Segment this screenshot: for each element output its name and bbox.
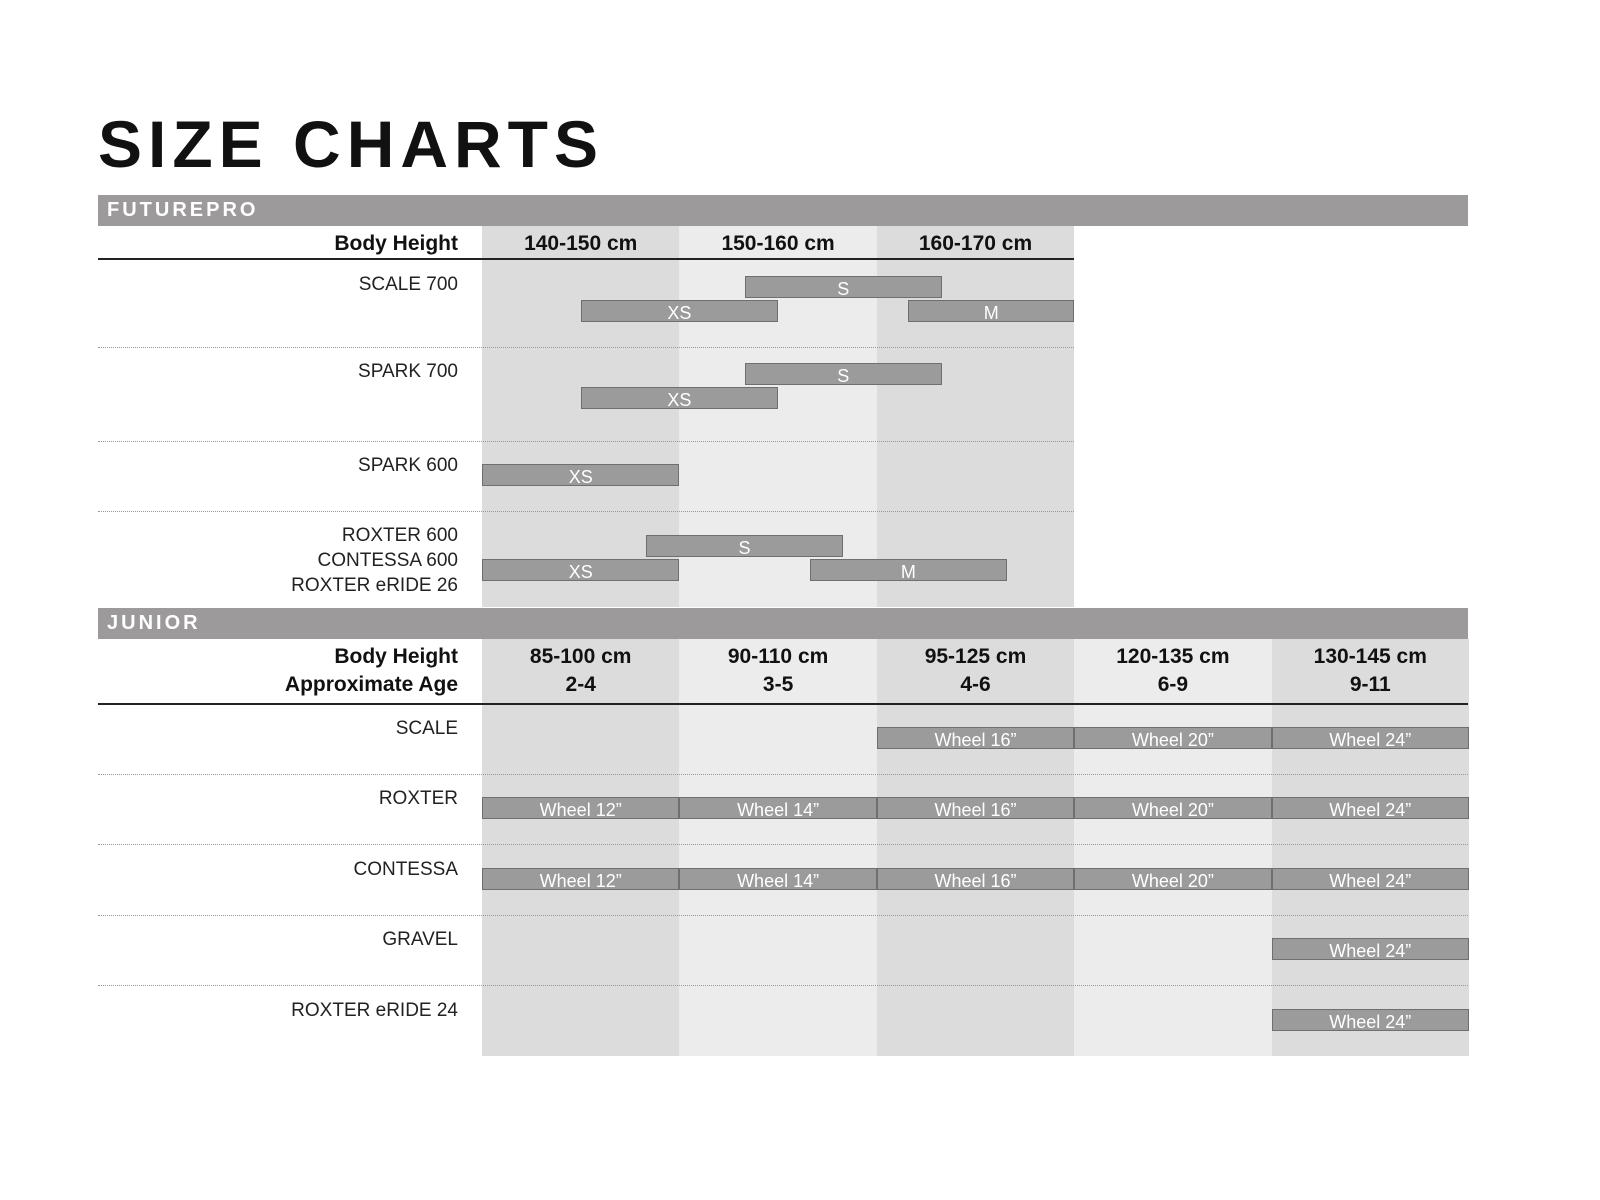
size-bar: S bbox=[645, 535, 844, 558]
column-background bbox=[1074, 639, 1272, 1056]
wheel-size-bar: Wheel 24” bbox=[1271, 938, 1469, 961]
row-separator bbox=[98, 844, 1468, 846]
column-header-age: 6-9 bbox=[1157, 673, 1189, 696]
row-separator bbox=[98, 914, 1468, 916]
model-name: GRAVEL bbox=[382, 929, 458, 951]
size-bar: XS bbox=[482, 464, 680, 487]
column-header-height: 120-135 cm bbox=[1116, 645, 1230, 668]
row-separator bbox=[98, 774, 1468, 775]
size-bar: XS bbox=[580, 386, 779, 410]
wheel-size-bar: Wheel 20” bbox=[1074, 727, 1272, 750]
wheel-size-bar: Wheel 12” bbox=[482, 867, 680, 891]
column-background bbox=[482, 639, 680, 1056]
header-rule bbox=[98, 703, 1468, 705]
column-header-age: 2-4 bbox=[565, 673, 596, 696]
column-header-age: 4-6 bbox=[960, 673, 991, 696]
column-header-height: 90-110 cm bbox=[727, 645, 829, 668]
column-background bbox=[679, 639, 877, 1056]
approximate-age-label: Approximate Age bbox=[284, 673, 458, 696]
wheel-size-bar: Wheel 24” bbox=[1271, 797, 1469, 820]
junior-section-header: JUNIOR bbox=[98, 608, 1468, 639]
header-rule bbox=[98, 258, 1074, 260]
size-bar: XS bbox=[482, 558, 680, 582]
row-separator bbox=[98, 347, 1074, 348]
model-name: ROXTER eRIDE 26 bbox=[291, 575, 458, 596]
wheel-size-bar: Wheel 16” bbox=[876, 727, 1075, 750]
column-header: 140-150 cm bbox=[524, 232, 638, 255]
wheel-size-bar: Wheel 24” bbox=[1271, 867, 1469, 891]
size-bar: XS bbox=[580, 299, 779, 323]
size-bar: M bbox=[908, 299, 1075, 323]
model-name: SCALE 700 bbox=[358, 274, 458, 295]
column-header-height: 85-100 cm bbox=[529, 645, 632, 668]
wheel-size-bar: Wheel 24” bbox=[1271, 727, 1469, 750]
wheel-size-bar: Wheel 14” bbox=[679, 867, 877, 891]
column-header-height: 95-125 cm bbox=[924, 645, 1027, 668]
size-bar: S bbox=[744, 276, 942, 299]
row-separator bbox=[98, 511, 1074, 512]
wheel-size-bar: Wheel 16” bbox=[876, 797, 1075, 820]
model-name: CONTESSA bbox=[353, 858, 458, 880]
wheel-size-bar: Wheel 14” bbox=[679, 797, 877, 820]
model-name: SCALE bbox=[395, 718, 458, 739]
body-height-label: Body Height bbox=[334, 645, 458, 668]
row-separator bbox=[98, 441, 1074, 442]
column-header-age: 3-5 bbox=[762, 673, 794, 696]
column-header-age: 9-11 bbox=[1349, 673, 1391, 696]
wheel-size-bar: Wheel 20” bbox=[1074, 797, 1272, 820]
size-bar: M bbox=[809, 558, 1008, 582]
column-header-height: 130-145 cm bbox=[1313, 645, 1427, 668]
model-name: CONTESSA 600 bbox=[317, 550, 458, 571]
futurepro-section-header: FUTUREPRO bbox=[98, 195, 1468, 226]
body-height-label: Body Height bbox=[334, 232, 458, 255]
row-separator bbox=[98, 985, 1468, 987]
size-bar: S bbox=[744, 363, 942, 386]
wheel-size-bar: Wheel 20” bbox=[1074, 867, 1272, 891]
wheel-size-bar: Wheel 24” bbox=[1271, 1008, 1469, 1032]
wheel-size-bar: Wheel 12” bbox=[482, 797, 680, 820]
column-header: 160-170 cm bbox=[918, 232, 1033, 255]
model-name: ROXTER eRIDE 24 bbox=[291, 999, 458, 1021]
page-title: SIZE CHARTS bbox=[98, 107, 605, 181]
model-name: ROXTER bbox=[378, 788, 458, 810]
column-background bbox=[876, 639, 1075, 1056]
column-header: 150-160 cm bbox=[721, 232, 835, 255]
wheel-size-bar: Wheel 16” bbox=[876, 867, 1075, 891]
model-name: ROXTER 600 bbox=[341, 525, 458, 546]
column-background bbox=[1271, 639, 1469, 1056]
model-name: SPARK 700 bbox=[358, 361, 458, 382]
model-name: SPARK 600 bbox=[358, 455, 458, 476]
